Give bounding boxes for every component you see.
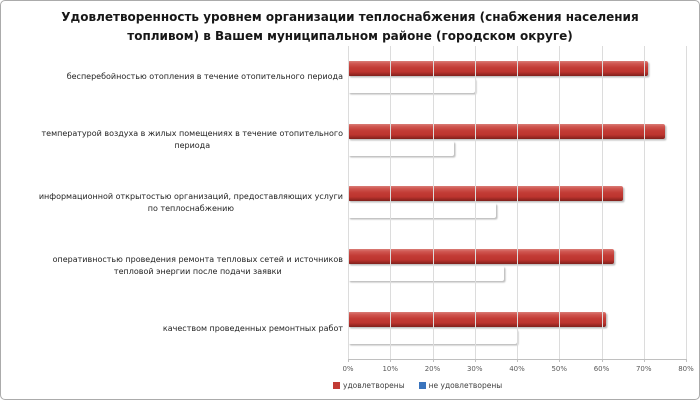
- bar-dissatisfied: [348, 266, 504, 281]
- gridline: [474, 46, 476, 359]
- category-label: оперативностью проведения ремонта теплов…: [52, 254, 343, 276]
- bar-dissatisfied: [348, 141, 454, 156]
- bar-rows: [348, 46, 686, 359]
- plot-area: [348, 46, 687, 362]
- x-tick-label: 10%: [382, 365, 399, 373]
- bar-satisfied: [348, 123, 665, 139]
- category-label-slot: оперативностью проведения ремонта теплов…: [7, 234, 343, 297]
- x-tick-label: 0%: [342, 365, 354, 373]
- axis-tick: [432, 359, 434, 362]
- x-axis: 0% 10% 20% 30% 40% 50% 60% 70% 80%: [1, 365, 699, 377]
- axis-tick: [474, 359, 476, 362]
- gridline: [601, 46, 603, 359]
- axis-tick: [517, 359, 518, 362]
- x-tick-label: 50%: [551, 365, 568, 373]
- category-label: качеством проведенных ремонтных работ: [162, 323, 343, 333]
- legend-swatch-dissatisfied-icon: [418, 382, 426, 389]
- x-tick-label: 70%: [635, 365, 652, 373]
- bar-dissatisfied: [348, 203, 496, 218]
- chart-title-line-1: Удовлетворенность уровнем организации те…: [61, 10, 639, 24]
- axis-tick: [643, 359, 645, 362]
- gridline: [686, 46, 687, 359]
- chart-title: Удовлетворенность уровнем организации те…: [50, 8, 650, 45]
- x-tick-label: 60%: [593, 365, 610, 373]
- axis-tick: [601, 359, 603, 362]
- bar-satisfied: [348, 249, 615, 265]
- axis-tick: [348, 359, 349, 362]
- gridline: [643, 46, 645, 359]
- gridline: [432, 46, 434, 359]
- category-label-slot: информационной открытостью организаций, …: [7, 172, 343, 235]
- category-label-slot: температурой воздуха в жилых помещениях …: [7, 109, 344, 172]
- legend: удовлетворены не удовлетворены: [333, 381, 502, 390]
- category-labels-column: бесперебойностью отопления в течение ото…: [7, 46, 343, 360]
- legend-item-satisfied: удовлетворены: [333, 381, 405, 390]
- category-label: информационной открытостью организаций, …: [38, 191, 343, 213]
- category-label: температурой воздуха в жилых помещениях …: [41, 129, 344, 151]
- axis-tick: [390, 359, 392, 362]
- bar-group: [348, 234, 686, 297]
- gridline: [348, 46, 349, 359]
- legend-label-dissatisfied: не удовлетворены: [428, 381, 503, 390]
- x-tick-label: 30%: [466, 365, 483, 373]
- axis-tick: [559, 359, 561, 362]
- bar-satisfied: [348, 311, 606, 327]
- legend-swatch-satisfied-icon: [333, 382, 340, 389]
- bar-group: [348, 171, 686, 234]
- bar-dissatisfied: [348, 78, 475, 93]
- bar-group: [348, 296, 686, 359]
- bar-satisfied: [348, 186, 623, 202]
- gridline: [517, 46, 518, 359]
- x-tick-label: 80%: [678, 365, 694, 373]
- bar-group: [348, 46, 686, 109]
- legend-label-satisfied: удовлетворены: [343, 381, 405, 390]
- gridline: [390, 46, 392, 359]
- legend-item-dissatisfied: не удовлетворены: [418, 381, 503, 390]
- x-tick-label: 40%: [509, 365, 525, 373]
- chart-title-line-2: топливом) в Вашем муниципальном районе (…: [127, 28, 573, 43]
- gridline: [559, 46, 561, 359]
- bar-group: [348, 109, 686, 172]
- bar-satisfied: [348, 61, 648, 77]
- axis-tick: [686, 359, 687, 362]
- category-label: бесперебойностью отопления в течение ото…: [66, 72, 343, 82]
- category-label-slot: бесперебойностью отопления в течение ото…: [7, 46, 343, 109]
- category-label-slot: качеством проведенных ремонтных работ: [7, 297, 343, 360]
- x-tick-label: 20%: [424, 365, 441, 373]
